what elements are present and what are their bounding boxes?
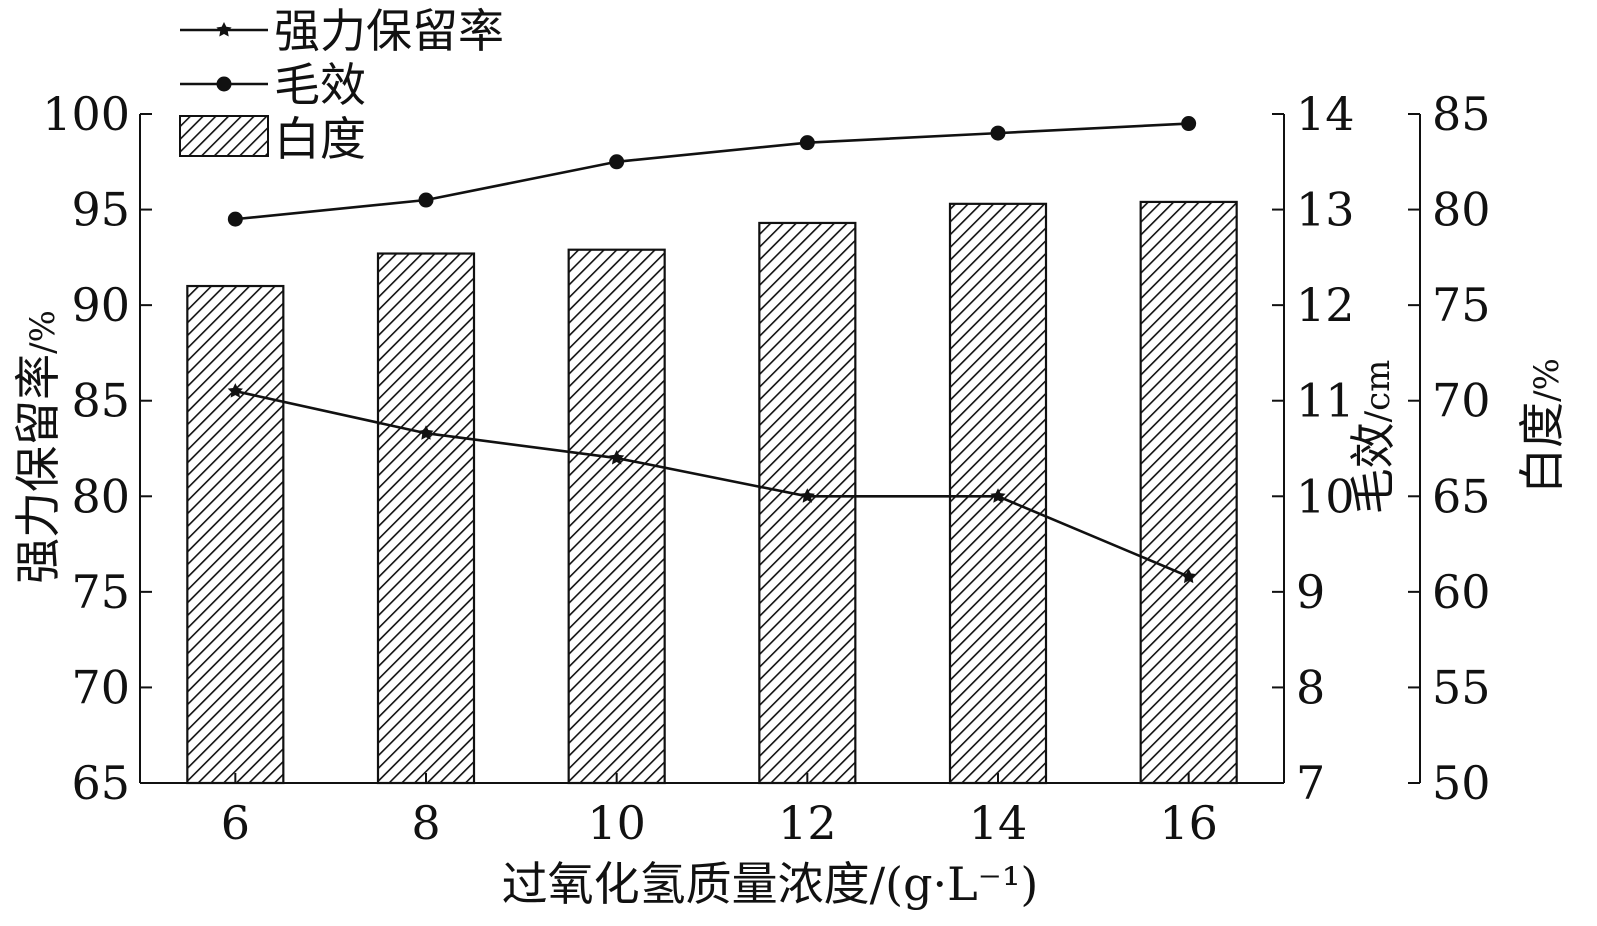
right2-axis-title-cn: 白度	[1515, 402, 1569, 494]
left-tick-label-85: 85	[71, 374, 130, 428]
legend-marker-强力保留率	[216, 22, 232, 37]
right1-axis-title-cn: 毛效	[1346, 422, 1400, 514]
right1-tick-label-8: 8	[1296, 660, 1325, 714]
bar-whiteness-6	[186, 284, 285, 785]
bar-whiteness-10	[567, 248, 666, 785]
right1-axis-title: 毛效/cm	[1346, 360, 1400, 515]
right2-tick-label-60: 60	[1432, 565, 1491, 619]
whiteness-bars	[186, 200, 1238, 785]
right1-axis-title-unit: /cm	[1358, 360, 1398, 423]
point-毛效-6	[227, 211, 243, 227]
x-tick-label-8: 8	[411, 796, 440, 850]
x-axis-title: 过氧化氢质量浓度/(g·L⁻¹)	[502, 857, 1039, 911]
x-tick-label-12: 12	[778, 796, 837, 850]
right1-tick-label-14: 14	[1296, 87, 1355, 141]
right2-tick-label-75: 75	[1432, 278, 1491, 332]
right2-tick-label-80: 80	[1432, 183, 1491, 237]
left-tick-label-65: 65	[71, 756, 130, 810]
x-tick-label-14: 14	[969, 796, 1028, 850]
right2-tick-label-50: 50	[1432, 756, 1491, 810]
bar-whiteness-12	[758, 221, 857, 785]
axes: 65 70 75 80 85 90 95 100 7 8 9 10 11 12 13 14 50 55 60 65 70…	[42, 87, 1490, 850]
line-强力保留率	[235, 389, 1190, 578]
line-毛效	[235, 122, 1189, 221]
svg-text:毛效/cm: 毛效/cm	[1346, 360, 1400, 515]
point-毛效-10	[609, 154, 625, 170]
right2-tick-label-55: 55	[1432, 660, 1491, 714]
x-axis-title-cn: 过氧化氢质量浓度	[502, 857, 870, 911]
right2-axis-title: 白度/%	[1515, 358, 1569, 494]
right1-tick-label-12: 12	[1296, 278, 1355, 332]
left-tick-label-80: 80	[71, 469, 130, 523]
left-tick-label-75: 75	[71, 565, 130, 619]
right1-tick-label-9: 9	[1296, 565, 1325, 619]
left-tick-label-90: 90	[71, 278, 130, 332]
right2-tick-label-65: 65	[1432, 469, 1491, 523]
x-tick-label-10: 10	[587, 796, 646, 850]
left-axis-title: 强力保留率/%	[11, 310, 65, 584]
x-tick-label-6: 6	[221, 796, 250, 850]
point-毛效-8	[418, 192, 434, 208]
svg-text:过氧化氢质量浓度/(g·L⁻¹): 过氧化氢质量浓度/(g·L⁻¹)	[502, 857, 1039, 911]
point-毛效-12	[799, 135, 815, 151]
point-毛效-14	[990, 125, 1006, 141]
right1-tick-label-10: 10	[1296, 469, 1355, 523]
left-axis-title-unit: /%	[23, 310, 63, 354]
bar-whiteness-8	[376, 252, 476, 785]
legend-label-白度: 白度	[274, 112, 366, 166]
right1-tick-label-13: 13	[1296, 183, 1355, 237]
bar-whiteness-16	[1139, 200, 1238, 785]
left-tick-label-100: 100	[42, 87, 130, 141]
point-毛效-16	[1181, 116, 1197, 132]
left-tick-label-95: 95	[71, 183, 130, 237]
legend-marker-毛效	[216, 76, 232, 92]
right2-axis-title-unit: /%	[1527, 358, 1567, 402]
svg-text:白度/%: 白度/%	[1515, 358, 1569, 494]
right2-tick-label-70: 70	[1432, 374, 1491, 428]
left-tick-label-70: 70	[71, 660, 130, 714]
legend-label-强力保留率: 强力保留率	[274, 4, 504, 58]
right1-tick-label-11: 11	[1296, 374, 1355, 428]
legend-label-毛效: 毛效	[274, 58, 366, 112]
right1-tick-label-7: 7	[1296, 756, 1325, 810]
right2-tick-label-85: 85	[1432, 87, 1491, 141]
x-tick-label-16: 16	[1159, 796, 1218, 850]
legend-swatch-白度	[179, 115, 269, 157]
left-axis-title-cn: 强力保留率	[11, 354, 65, 584]
line-series	[227, 116, 1197, 584]
svg-text:强力保留率/%: 强力保留率/%	[11, 310, 65, 584]
x-axis-title-unit: /(g·L⁻¹)	[870, 857, 1039, 911]
